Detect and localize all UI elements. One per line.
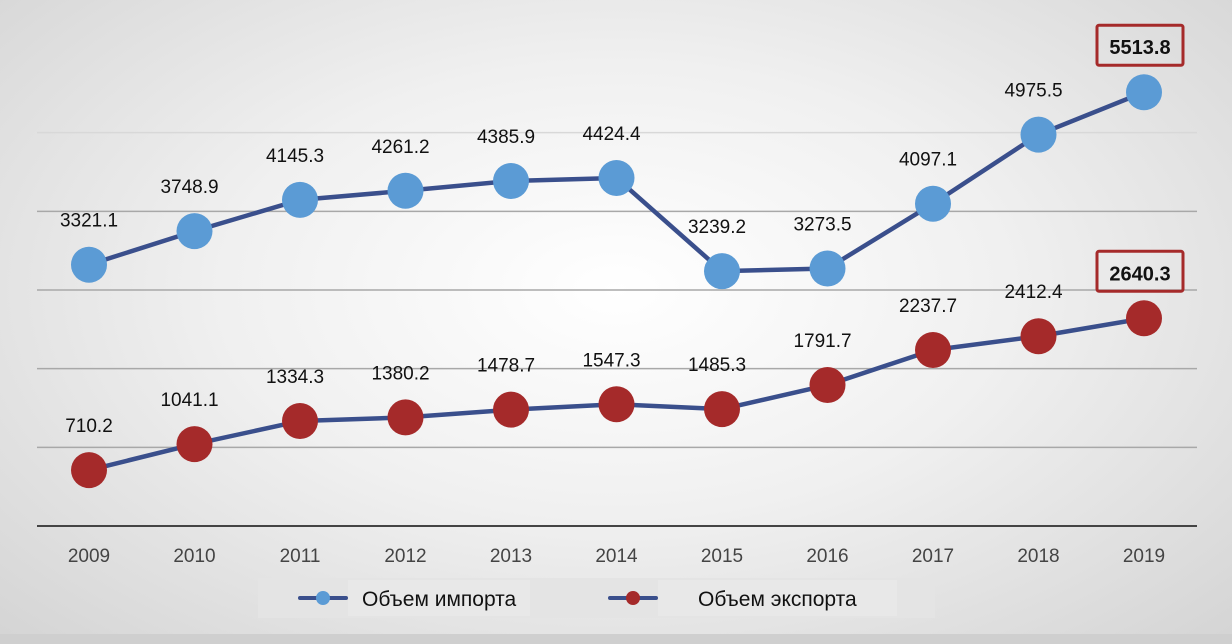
legend-label-export: Объем экспорта — [658, 580, 897, 616]
data-label: 1478.7 — [477, 356, 535, 377]
x-tick-label: 2019 — [1123, 546, 1165, 567]
gridlines — [37, 131, 1197, 449]
legend-item-import: Объем импорта — [298, 578, 531, 618]
data-point — [387, 172, 424, 209]
series-import: 3321.1 3748.9 4145.3 4261.2 4385.9 4424.4 3239… — [60, 23, 1185, 290]
data-label: 2412.4 — [1004, 282, 1063, 303]
data-label: 710.2 — [65, 416, 113, 437]
data-point — [493, 162, 529, 199]
data-point — [282, 403, 318, 440]
x-tick-label: 2017 — [912, 546, 954, 567]
data-label: 3273.5 — [793, 214, 851, 235]
x-tick-label: 2010 — [173, 546, 215, 567]
data-label: 1380.2 — [371, 363, 429, 384]
data-point — [704, 253, 740, 290]
data-point — [176, 426, 213, 463]
data-label: 1791.7 — [793, 331, 851, 352]
data-point — [598, 159, 635, 196]
data-point — [598, 386, 635, 423]
x-tick-label: 2012 — [384, 546, 426, 567]
data-point — [809, 250, 846, 287]
data-label: 5513.8 — [1109, 37, 1170, 59]
data-label: 1334.3 — [266, 367, 324, 388]
x-tick-label: 2009 — [68, 546, 110, 567]
data-point — [809, 367, 846, 404]
data-point — [176, 213, 213, 250]
data-label: 2640.3 — [1109, 263, 1170, 285]
data-label: 4975.5 — [1004, 81, 1062, 102]
highlight-box — [1095, 23, 1185, 67]
x-tick-labels: 2009 2010 2011 2012 2013 2014 2015 2016 2017 2018… — [68, 546, 1165, 567]
data-point — [1126, 74, 1162, 111]
legend-item-export: Объем экспорта — [608, 578, 897, 618]
series-export: 710.2 1041.1 1334.3 1380.2 1478.7 1547.3 1485.… — [65, 249, 1185, 489]
legend-marker-import-icon — [298, 591, 348, 605]
data-label: 4261.2 — [371, 137, 429, 158]
data-point — [915, 331, 951, 368]
data-point — [1126, 300, 1162, 337]
data-label: 4145.3 — [266, 146, 324, 167]
data-point — [915, 185, 951, 222]
legend-marker-export-icon — [608, 591, 658, 605]
data-label: 4097.1 — [899, 150, 957, 171]
x-tick-label: 2016 — [806, 546, 848, 567]
data-label: 3321.1 — [60, 211, 118, 232]
data-label: 4385.9 — [477, 127, 535, 148]
data-point — [1020, 116, 1057, 153]
data-label: 1485.3 — [688, 355, 746, 376]
data-label: 4424.4 — [582, 124, 641, 145]
highlight-box — [1095, 249, 1185, 293]
data-label: 1041.1 — [160, 390, 218, 411]
data-label: 1547.3 — [582, 350, 640, 371]
data-point — [282, 181, 318, 218]
data-point — [493, 391, 529, 428]
data-label: 2237.7 — [899, 296, 957, 317]
legend: Объем импорта Объем экспорта — [258, 578, 935, 618]
data-point — [704, 391, 740, 428]
x-tick-label: 2013 — [490, 546, 532, 567]
x-tick-label: 2014 — [595, 546, 638, 567]
data-label: 3239.2 — [688, 217, 746, 238]
data-label: 3748.9 — [160, 177, 218, 198]
series-group: 3321.1 3748.9 4145.3 4261.2 4385.9 4424.4 3239… — [60, 23, 1185, 489]
data-point — [387, 399, 424, 436]
x-tick-label: 2015 — [701, 546, 743, 567]
legend-label-import: Объем импорта — [348, 580, 531, 616]
data-point — [71, 246, 107, 283]
x-tick-label: 2018 — [1017, 546, 1059, 567]
data-point — [1020, 318, 1057, 355]
bottom-border — [0, 634, 1232, 644]
x-tick-label: 2011 — [280, 546, 321, 567]
data-point — [71, 452, 107, 489]
